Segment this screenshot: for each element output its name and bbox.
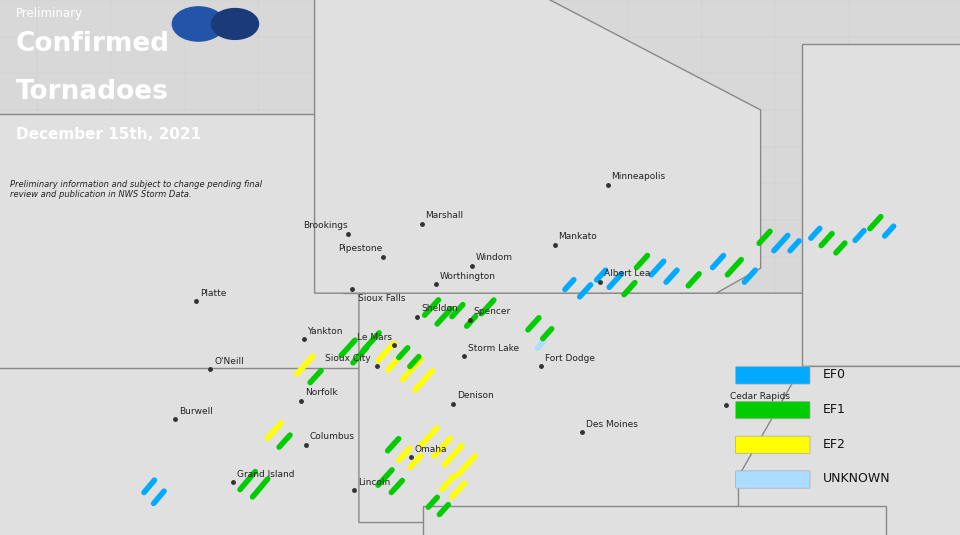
Text: Sheldon: Sheldon — [420, 304, 458, 313]
Text: Des Moines: Des Moines — [586, 420, 637, 429]
Text: December 15th, 2021: December 15th, 2021 — [15, 127, 201, 142]
Polygon shape — [738, 366, 960, 535]
Text: EF2: EF2 — [823, 438, 846, 450]
Text: Fort Dodge: Fort Dodge — [545, 354, 595, 363]
Polygon shape — [802, 44, 960, 366]
Text: EF1: EF1 — [823, 403, 846, 416]
Text: Preliminary information and subject to change pending final
review and publicati: Preliminary information and subject to c… — [11, 180, 263, 199]
FancyBboxPatch shape — [735, 366, 810, 384]
Text: Pipestone: Pipestone — [338, 244, 382, 253]
Text: Minneapolis: Minneapolis — [612, 172, 665, 181]
Text: Preliminary: Preliminary — [15, 7, 83, 20]
Text: Omaha: Omaha — [415, 445, 446, 454]
Text: UNKNOWN: UNKNOWN — [823, 472, 890, 485]
Polygon shape — [315, 0, 760, 293]
Polygon shape — [0, 114, 373, 368]
Text: Le Mars: Le Mars — [357, 333, 393, 341]
Text: Burwell: Burwell — [179, 407, 212, 416]
Text: O'Neill: O'Neill — [214, 357, 244, 366]
Text: Spencer: Spencer — [473, 307, 511, 316]
Text: Norfolk: Norfolk — [305, 388, 338, 397]
Circle shape — [173, 7, 225, 41]
Text: Sioux Falls: Sioux Falls — [358, 294, 406, 303]
Text: Yankton: Yankton — [307, 327, 343, 335]
Text: Marshall: Marshall — [425, 211, 464, 220]
Polygon shape — [359, 293, 838, 523]
Text: Worthington: Worthington — [440, 272, 495, 281]
Text: Platte: Platte — [200, 288, 227, 297]
Text: Sioux City: Sioux City — [324, 354, 371, 363]
FancyBboxPatch shape — [735, 436, 810, 454]
Text: Windom: Windom — [475, 254, 513, 262]
Text: Brookings: Brookings — [303, 221, 348, 230]
Text: Tornadoes: Tornadoes — [15, 79, 169, 105]
Text: Lincoln: Lincoln — [358, 478, 391, 487]
Text: Denison: Denison — [457, 391, 493, 400]
Polygon shape — [0, 330, 457, 535]
Text: Cedar Rapids: Cedar Rapids — [730, 392, 789, 401]
FancyBboxPatch shape — [735, 471, 810, 488]
Text: EF0: EF0 — [823, 368, 846, 381]
Text: Mankato: Mankato — [559, 232, 597, 241]
Text: Storm Lake: Storm Lake — [468, 343, 519, 353]
Text: Columbus: Columbus — [309, 432, 354, 441]
Circle shape — [211, 9, 258, 40]
FancyBboxPatch shape — [735, 401, 810, 419]
Text: Albert Lea: Albert Lea — [604, 270, 651, 279]
Text: Grand Island: Grand Island — [237, 470, 295, 479]
Text: Confirmed: Confirmed — [15, 31, 170, 57]
Polygon shape — [423, 506, 886, 535]
